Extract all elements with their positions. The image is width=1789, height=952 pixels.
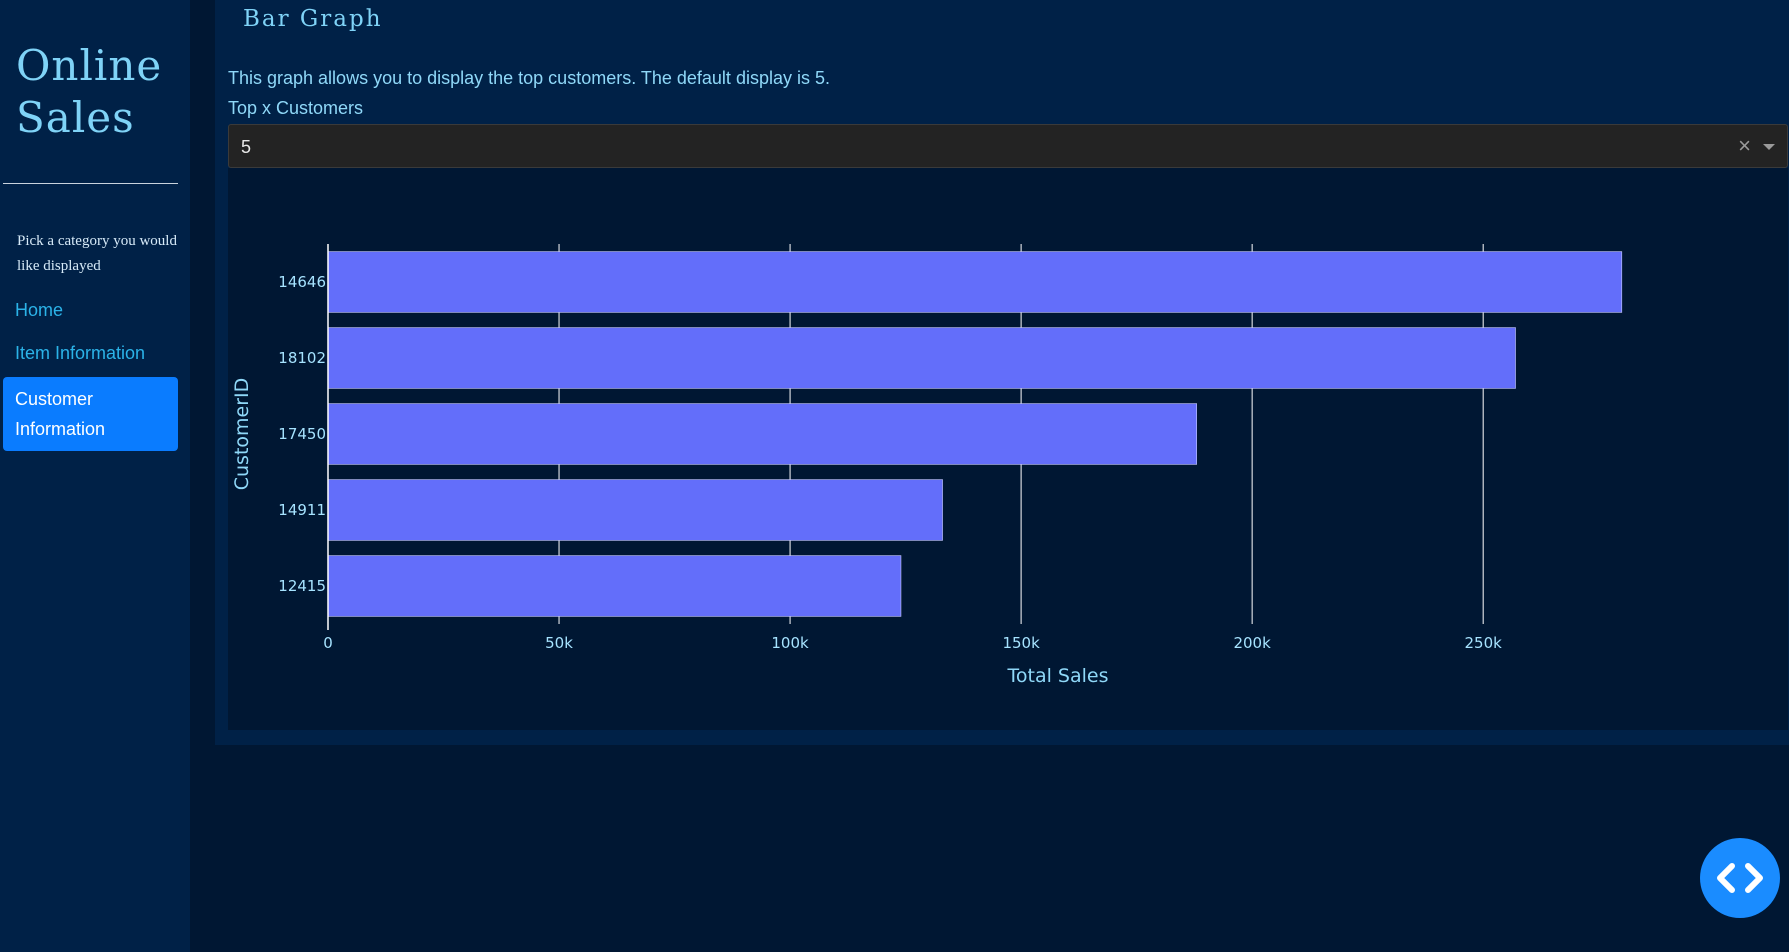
bar-chart-svg: 0 50k 100k 150k 200k 250k 14646 18102 17450 14911… bbox=[231, 244, 1623, 687]
sidebar-nav: Home Item Information Customer Informati… bbox=[3, 289, 178, 451]
sidebar-divider bbox=[3, 183, 178, 184]
code-toggle-button[interactable] bbox=[1700, 838, 1780, 918]
dropdown-label: Top x Customers bbox=[228, 98, 364, 118]
y-tick-label: 12415 bbox=[278, 577, 326, 595]
nav-item-home[interactable]: Home bbox=[15, 300, 64, 320]
x-tick-label: 150k bbox=[1002, 634, 1040, 652]
x-axis-title: Total Sales bbox=[1007, 665, 1109, 687]
bar bbox=[327, 327, 1516, 389]
y-axis-title: CustomerID bbox=[231, 378, 253, 491]
panel-title: Bar Graph bbox=[243, 6, 383, 32]
bar bbox=[327, 403, 1197, 465]
y-tick-label: 14646 bbox=[278, 273, 326, 291]
graph-description: This graph allows you to display the top… bbox=[228, 68, 830, 88]
app-title: Online Sales bbox=[16, 41, 163, 142]
sidebar-hint: Pick a category you would like displayed bbox=[17, 233, 177, 274]
nav-item-customer-information[interactable]: Customer Information bbox=[3, 377, 178, 451]
y-tick-label: 14911 bbox=[278, 501, 326, 519]
clear-icon[interactable]: × bbox=[1738, 133, 1751, 158]
bar bbox=[327, 555, 902, 617]
dropdown-value: 5 bbox=[241, 137, 252, 157]
chevron-down-icon[interactable] bbox=[1763, 144, 1775, 150]
sidebar: Online Sales Pick a category you would l… bbox=[0, 0, 190, 952]
nav-item-item-information[interactable]: Item Information bbox=[15, 343, 146, 363]
x-tick-label: 250k bbox=[1465, 634, 1503, 652]
x-tick-label: 0 bbox=[323, 634, 333, 652]
bar bbox=[327, 251, 1623, 313]
y-tick-label: 18102 bbox=[278, 349, 326, 367]
bar-chart: 0 50k 100k 150k 200k 250k 14646 18102 17450 14911… bbox=[228, 168, 1788, 730]
top-customers-dropdown[interactable]: 5 × bbox=[228, 124, 1788, 168]
x-tick-label: 200k bbox=[1233, 634, 1271, 652]
y-tick-label: 17450 bbox=[278, 425, 326, 443]
code-icon bbox=[1717, 863, 1763, 893]
x-tick-label: 100k bbox=[771, 634, 809, 652]
bar bbox=[327, 479, 943, 541]
x-tick-label: 50k bbox=[545, 634, 573, 652]
